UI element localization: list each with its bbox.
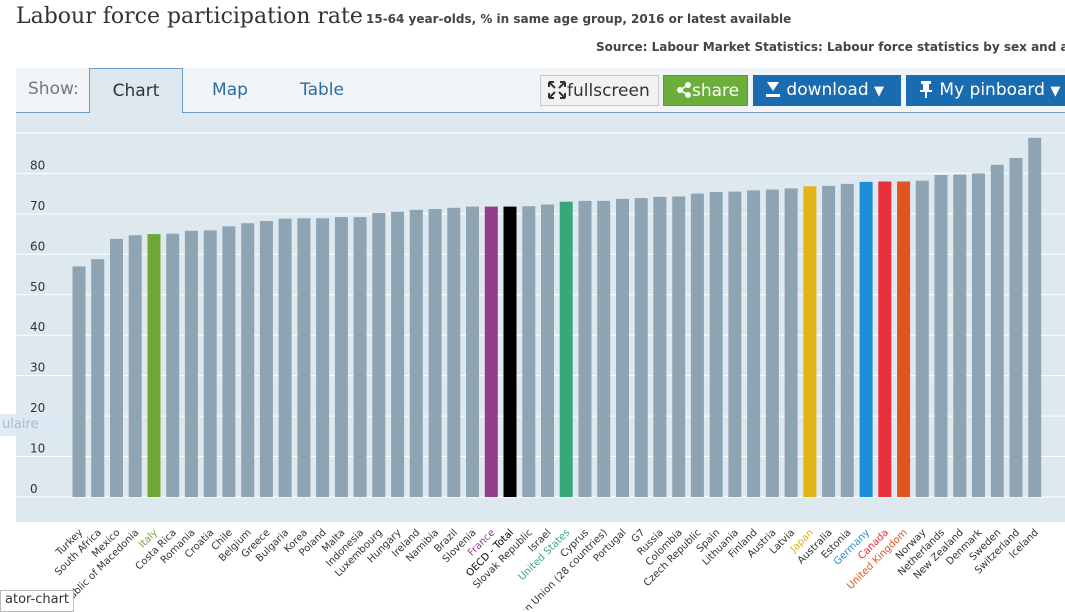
- bar[interactable]: [653, 196, 667, 497]
- y-tick-label: 60: [30, 239, 45, 253]
- bar[interactable]: [972, 173, 985, 497]
- bar[interactable]: [147, 234, 161, 497]
- bar[interactable]: [840, 183, 854, 497]
- bar[interactable]: [747, 190, 761, 497]
- bar[interactable]: [541, 204, 554, 498]
- bar[interactable]: [559, 201, 573, 497]
- chart-footer-tag: ator-chart: [0, 590, 75, 612]
- caret-down-icon: ▼: [874, 84, 885, 99]
- bar[interactable]: [578, 200, 592, 497]
- bar[interactable]: [222, 226, 236, 497]
- tab-table[interactable]: Table: [300, 80, 344, 100]
- y-tick-label: 50: [30, 280, 45, 294]
- bar[interactable]: [241, 223, 255, 497]
- y-tick-label: 80: [30, 158, 45, 172]
- bar[interactable]: [934, 175, 948, 497]
- y-tick-label: 30: [30, 361, 45, 375]
- fullscreen-label: fullscreen: [567, 81, 650, 101]
- bar[interactable]: [372, 213, 386, 497]
- y-tick-label: 10: [30, 442, 45, 456]
- pin-icon: [920, 81, 932, 98]
- bar[interactable]: [184, 230, 198, 498]
- y-tick-label: 0: [30, 482, 38, 496]
- bar[interactable]: [409, 209, 423, 498]
- bar[interactable]: [110, 238, 123, 497]
- y-tick-label: 40: [30, 320, 45, 334]
- bar[interactable]: [353, 217, 367, 497]
- bar[interactable]: [897, 181, 911, 498]
- bar[interactable]: [784, 188, 798, 497]
- view-toolbar: Show: Chart Map Table fullscreen share d…: [16, 68, 1065, 113]
- y-tick-label: 20: [30, 401, 45, 415]
- bar[interactable]: [203, 230, 217, 497]
- bar[interactable]: [128, 235, 142, 498]
- share-nodes-icon: [677, 82, 691, 98]
- bar[interactable]: [597, 200, 611, 497]
- download-arrow-icon: [766, 82, 780, 97]
- bar[interactable]: [278, 218, 292, 497]
- y-tick-label: 70: [30, 199, 45, 213]
- bar[interactable]: [822, 185, 836, 497]
- bar[interactable]: [428, 209, 442, 497]
- share-label: share: [692, 81, 740, 101]
- bar[interactable]: [1028, 137, 1042, 498]
- bar[interactable]: [878, 181, 892, 498]
- show-label: Show:: [28, 79, 79, 99]
- bar[interactable]: [765, 189, 779, 497]
- bar[interactable]: [728, 191, 742, 497]
- download-button[interactable]: download ▼: [753, 75, 901, 106]
- tooltip-fragment: ulaire: [0, 414, 72, 436]
- bar[interactable]: [616, 198, 629, 497]
- bar[interactable]: [990, 164, 1004, 497]
- bar[interactable]: [91, 259, 105, 497]
- bar[interactable]: [672, 196, 686, 498]
- bar[interactable]: [803, 186, 817, 498]
- bar[interactable]: [484, 206, 498, 497]
- bar[interactable]: [316, 218, 330, 498]
- bar[interactable]: [391, 211, 405, 498]
- tab-chart[interactable]: Chart: [89, 68, 183, 113]
- bar[interactable]: [466, 206, 479, 497]
- pinboard-button[interactable]: My pinboard ▼: [906, 75, 1065, 106]
- bar[interactable]: [522, 206, 536, 497]
- caret-down-icon: ▼: [1050, 84, 1061, 99]
- bar[interactable]: [915, 180, 929, 497]
- bar[interactable]: [709, 192, 723, 497]
- tab-map[interactable]: Map: [212, 80, 248, 100]
- page-subtitle: 15-64 year-olds, % in same age group, 20…: [366, 12, 792, 26]
- source-line: Source: Labour Market Statistics: Labour…: [596, 40, 1065, 54]
- bar[interactable]: [953, 174, 967, 497]
- bar[interactable]: [259, 221, 273, 497]
- download-label: download: [786, 80, 869, 100]
- bar[interactable]: [166, 233, 180, 497]
- page-title: Labour force participation rate: [16, 4, 363, 29]
- bar[interactable]: [634, 198, 648, 497]
- bar[interactable]: [503, 206, 517, 497]
- bar[interactable]: [859, 181, 873, 497]
- bar[interactable]: [690, 193, 704, 497]
- fullscreen-button[interactable]: fullscreen: [540, 75, 659, 106]
- bar[interactable]: [334, 217, 348, 497]
- bar[interactable]: [1009, 158, 1023, 497]
- share-button[interactable]: share: [663, 75, 748, 106]
- expand-arrows-icon: [548, 81, 566, 99]
- pinboard-label: My pinboard: [939, 80, 1045, 100]
- bar[interactable]: [297, 218, 311, 498]
- bar[interactable]: [72, 266, 86, 497]
- bar[interactable]: [447, 207, 461, 498]
